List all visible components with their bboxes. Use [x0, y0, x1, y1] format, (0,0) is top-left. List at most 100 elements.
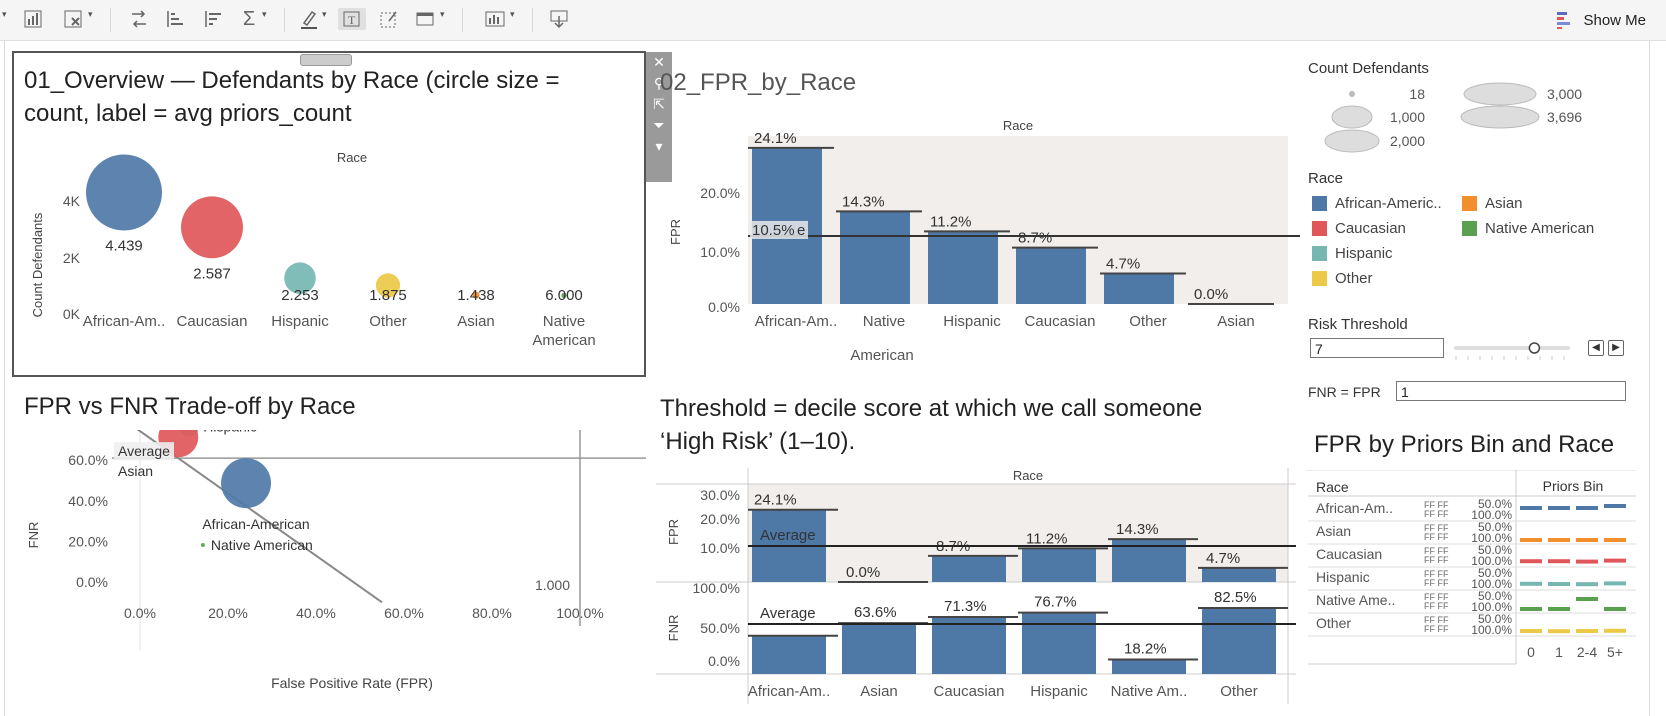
- risk-threshold-slider[interactable]: [1452, 338, 1572, 364]
- threshold-fnr-bar[interactable]: [1202, 608, 1276, 674]
- close-icon[interactable]: ✕: [653, 54, 665, 70]
- priors-bar[interactable]: [1576, 506, 1598, 510]
- priors-bar[interactable]: [1548, 607, 1570, 611]
- dropdown-caret-icon[interactable]: ▾: [2, 9, 7, 19]
- priors-bar[interactable]: [1520, 506, 1542, 510]
- clear-sheet-icon[interactable]: [62, 8, 84, 30]
- size-legend-circle-3696: [1460, 105, 1540, 129]
- sum-icon[interactable]: Σ: [242, 8, 256, 30]
- priors-ff-label: FF FF: [1424, 624, 1449, 634]
- overview-bubble[interactable]: [561, 292, 567, 299]
- selected-sheet-frame[interactable]: [12, 51, 646, 377]
- priors-bar[interactable]: [1520, 607, 1542, 611]
- highlight-icon[interactable]: [298, 8, 320, 30]
- race-swatch: [1312, 196, 1327, 211]
- priors-bar[interactable]: [1520, 629, 1542, 633]
- chart-icon[interactable]: [22, 8, 44, 30]
- tradeoff-chart[interactable]: FNR False Positive Rate (FPR) 0.0% 20.0% 4…: [14, 430, 646, 696]
- tradeoff-point[interactable]: [200, 543, 205, 548]
- threshold-fpr-bar[interactable]: [1202, 567, 1276, 582]
- overview-bubble[interactable]: [284, 262, 316, 294]
- race-legend-item-native-american[interactable]: Native American: [1462, 220, 1594, 237]
- tradeoff-point[interactable]: [221, 458, 272, 509]
- open-sheet-icon[interactable]: ⇱: [653, 96, 665, 112]
- fpr-by-race-chart[interactable]: Race FPR 20.0% 10.0% 0.0% 24.1% 14.3% 11.2…: [660, 112, 1300, 374]
- priors-bar[interactable]: [1604, 504, 1626, 508]
- fpr-bar[interactable]: [1104, 273, 1174, 304]
- priors-tick-a: 50.0%: [1478, 612, 1512, 626]
- priors-bar[interactable]: [1520, 538, 1542, 542]
- fpr-bar[interactable]: [928, 231, 998, 304]
- priors-bar[interactable]: [1520, 559, 1542, 564]
- dropdown-caret-icon[interactable]: ▾: [510, 9, 515, 19]
- overview-bubble[interactable]: [472, 291, 480, 299]
- fpr-bar[interactable]: [1016, 247, 1086, 304]
- tradeoff-average-label: Average: [118, 443, 170, 459]
- priors-bar[interactable]: [1604, 558, 1626, 563]
- threshold-title-line1: Threshold = decile score at which we cal…: [660, 395, 1203, 422]
- priors-bar[interactable]: [1604, 538, 1626, 542]
- sort-ascending-icon[interactable]: [164, 8, 186, 30]
- threshold-fnr-bar[interactable]: [752, 635, 826, 674]
- pin-icon[interactable]: ⚲: [653, 75, 665, 91]
- show-me-button[interactable]: Show Me: [1555, 6, 1646, 34]
- slider-thumb[interactable]: [1528, 342, 1541, 354]
- sort-descending-icon[interactable]: [202, 8, 224, 30]
- text-icon[interactable]: T: [338, 8, 366, 30]
- threshold-fnr-bar[interactable]: [1112, 659, 1186, 674]
- priors-bar[interactable]: [1604, 581, 1626, 586]
- dropdown-caret-icon[interactable]: ▾: [322, 9, 327, 19]
- more-options-icon[interactable]: ▾: [655, 138, 663, 154]
- fnr-fpr-input[interactable]: 1: [1396, 381, 1626, 401]
- overview-bubble[interactable]: [181, 196, 243, 259]
- move-handle[interactable]: [300, 54, 352, 66]
- priors-bar[interactable]: [1604, 607, 1626, 611]
- priors-bar[interactable]: [1548, 582, 1570, 586]
- filter-icon[interactable]: ⏷: [653, 117, 665, 133]
- dropdown-caret-icon[interactable]: ▾: [440, 9, 445, 19]
- priors-bar[interactable]: [1548, 559, 1570, 564]
- download-icon[interactable]: [548, 8, 570, 30]
- slider-next-button[interactable]: ▶: [1608, 340, 1624, 356]
- presentation-icon[interactable]: [484, 8, 506, 30]
- priors-bar[interactable]: [1520, 581, 1542, 586]
- priors-tick-a: 50.0%: [1478, 520, 1512, 534]
- fit-icon[interactable]: [414, 8, 436, 30]
- priors-bar[interactable]: [1548, 629, 1570, 634]
- race-legend-label: Caucasian: [1335, 220, 1406, 237]
- overview-bubble[interactable]: [86, 154, 162, 231]
- priors-bar[interactable]: [1576, 559, 1598, 564]
- risk-threshold-input[interactable]: 7: [1310, 338, 1444, 358]
- race-legend-item-asian[interactable]: Asian: [1462, 195, 1523, 212]
- dropdown-caret-icon[interactable]: ▾: [88, 9, 93, 19]
- priors-bar[interactable]: [1604, 628, 1626, 633]
- priors-bin-label: 2-4: [1577, 644, 1597, 660]
- tradeoff-x-tick: 20.0%: [208, 605, 248, 621]
- dropdown-caret-icon[interactable]: ▾: [262, 9, 267, 19]
- priors-bar[interactable]: [1576, 629, 1598, 633]
- threshold-fpr-bar[interactable]: [1022, 548, 1096, 582]
- threshold-chart[interactable]: Race FPR FNR 30.0% 20.0% 10.0% 100.0% 50…: [656, 468, 1296, 704]
- race-legend-item-other[interactable]: Other: [1312, 270, 1373, 287]
- priors-bar[interactable]: [1576, 538, 1598, 542]
- priors-bar[interactable]: [1576, 597, 1598, 601]
- priors-bar[interactable]: [1548, 538, 1570, 542]
- priors-bar[interactable]: [1576, 582, 1598, 587]
- race-legend-item-caucasian[interactable]: Caucasian: [1312, 220, 1406, 237]
- priors-bar[interactable]: [1548, 506, 1570, 510]
- overview-chart[interactable]: Race Count Defendants 4K 2K 0K 4.439 Afri…: [14, 140, 640, 372]
- overview-bubble[interactable]: [375, 273, 401, 298]
- race-legend-item-african-american[interactable]: African-Americ..: [1312, 195, 1442, 212]
- threshold-fnr-bar[interactable]: [1022, 612, 1096, 674]
- tradeoff-x-tick: 60.0%: [384, 605, 424, 621]
- threshold-fpr-bar[interactable]: [932, 555, 1006, 582]
- slider-prev-button[interactable]: ◀: [1588, 340, 1604, 356]
- fpr-bar[interactable]: [840, 211, 910, 304]
- threshold-fnr-bar[interactable]: [842, 623, 916, 674]
- threshold-fnr-bar[interactable]: [932, 616, 1006, 674]
- annotate-icon[interactable]: [378, 8, 400, 30]
- swap-icon[interactable]: [128, 8, 150, 30]
- race-legend-item-hispanic[interactable]: Hispanic: [1312, 245, 1393, 262]
- fpr-bar-label: 14.3%: [842, 193, 885, 210]
